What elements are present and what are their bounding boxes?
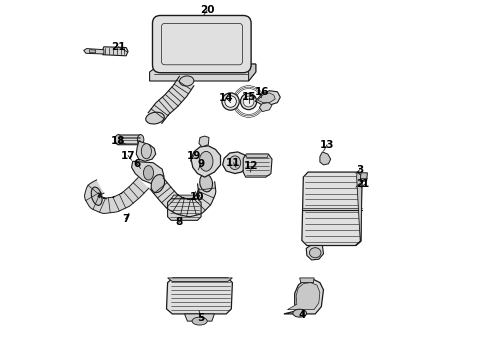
Polygon shape — [171, 195, 200, 199]
Polygon shape — [360, 173, 368, 182]
Ellipse shape — [146, 112, 164, 124]
Text: 5: 5 — [197, 312, 205, 323]
Ellipse shape — [141, 144, 151, 159]
Text: 12: 12 — [244, 161, 259, 171]
Ellipse shape — [225, 96, 236, 107]
Polygon shape — [167, 278, 232, 314]
Polygon shape — [84, 49, 104, 54]
Ellipse shape — [310, 248, 321, 258]
Polygon shape — [90, 50, 96, 53]
Text: 14: 14 — [219, 93, 234, 103]
Text: 1: 1 — [362, 179, 369, 189]
Polygon shape — [191, 146, 220, 177]
Ellipse shape — [151, 175, 165, 193]
Text: 9: 9 — [197, 159, 205, 169]
Polygon shape — [148, 76, 194, 123]
Text: 18: 18 — [111, 136, 125, 146]
Text: 6: 6 — [133, 159, 141, 169]
Polygon shape — [258, 93, 275, 103]
Polygon shape — [245, 154, 269, 158]
Polygon shape — [168, 199, 201, 220]
Polygon shape — [243, 64, 256, 81]
Polygon shape — [302, 172, 362, 246]
Text: 2: 2 — [356, 179, 363, 189]
Polygon shape — [84, 177, 149, 213]
Text: 11: 11 — [226, 158, 241, 168]
Ellipse shape — [293, 309, 307, 317]
Polygon shape — [102, 47, 128, 56]
Ellipse shape — [192, 317, 207, 325]
Ellipse shape — [144, 166, 153, 180]
Ellipse shape — [199, 151, 213, 171]
Polygon shape — [320, 152, 331, 165]
Polygon shape — [150, 178, 216, 217]
Text: 15: 15 — [242, 92, 256, 102]
Text: 7: 7 — [122, 214, 129, 224]
Ellipse shape — [137, 135, 144, 145]
Text: 10: 10 — [190, 192, 205, 202]
Text: 20: 20 — [200, 5, 215, 15]
Text: 4: 4 — [298, 310, 306, 320]
Text: 21: 21 — [111, 42, 125, 52]
Text: 17: 17 — [121, 150, 135, 161]
Text: 8: 8 — [176, 217, 183, 228]
Ellipse shape — [243, 96, 254, 107]
Polygon shape — [168, 278, 232, 282]
Polygon shape — [185, 314, 215, 321]
Text: 19: 19 — [187, 150, 201, 161]
Ellipse shape — [200, 174, 213, 192]
Ellipse shape — [241, 93, 257, 109]
Ellipse shape — [115, 135, 122, 145]
FancyBboxPatch shape — [152, 15, 251, 73]
Polygon shape — [243, 154, 272, 177]
Text: 3: 3 — [356, 165, 363, 175]
Ellipse shape — [91, 187, 102, 205]
Polygon shape — [356, 172, 362, 246]
Polygon shape — [132, 161, 164, 184]
Text: 16: 16 — [255, 87, 270, 97]
Ellipse shape — [222, 93, 239, 110]
Polygon shape — [116, 135, 143, 145]
Ellipse shape — [179, 76, 194, 86]
Polygon shape — [288, 283, 320, 310]
Polygon shape — [222, 152, 248, 174]
Polygon shape — [259, 103, 272, 112]
Polygon shape — [149, 64, 256, 81]
Ellipse shape — [229, 156, 241, 170]
Text: 13: 13 — [320, 140, 334, 150]
Polygon shape — [255, 91, 280, 105]
Polygon shape — [136, 141, 156, 161]
Polygon shape — [284, 279, 323, 314]
Polygon shape — [300, 278, 314, 283]
Polygon shape — [199, 136, 209, 147]
Polygon shape — [306, 246, 323, 260]
